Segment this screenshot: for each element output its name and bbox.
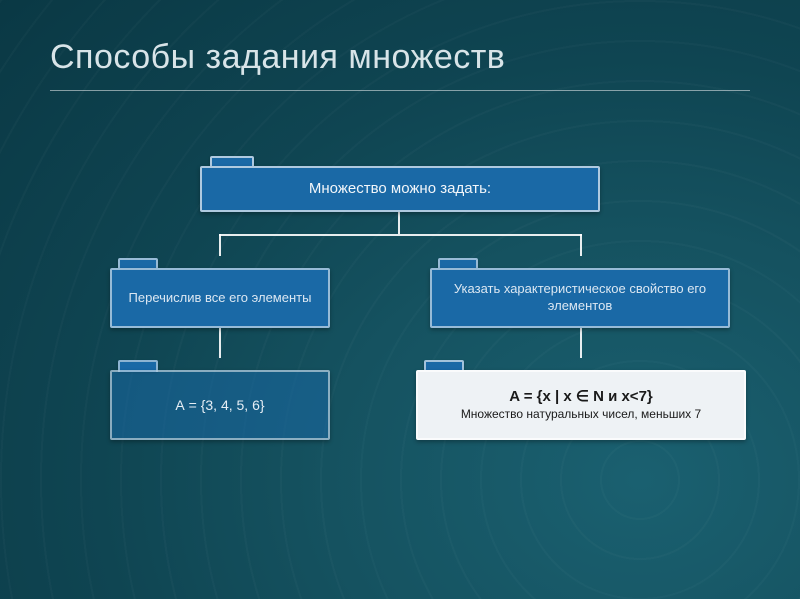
root-node: Множество можно задать: [200, 166, 600, 212]
root-node-text: Множество можно задать: [309, 179, 491, 199]
title-underline [50, 90, 750, 91]
right-mid-node: Указать характеристическое свойство его … [430, 268, 730, 328]
right-leaf-node-sub-text: Множество натуральных чисел, меньших 7 [461, 407, 701, 423]
tree-connector [219, 328, 221, 358]
tree-connector [580, 234, 582, 256]
left-leaf-node-text: А = {3, 4, 5, 6} [175, 396, 264, 414]
slide-content: Способы задания множеств Множество можно… [0, 0, 800, 599]
right-mid-node-text: Указать характеристическое свойство его … [442, 281, 718, 315]
tree-connector [398, 212, 400, 234]
left-leaf-node: А = {3, 4, 5, 6} [110, 370, 330, 440]
tree-connector [219, 234, 582, 236]
right-leaf-node: A = {x | x ∈ N и x<7} Множество натураль… [416, 370, 746, 440]
left-mid-node: Перечислив все его элементы [110, 268, 330, 328]
slide-title: Способы задания множеств [50, 38, 505, 77]
left-mid-node-text: Перечислив все его элементы [129, 290, 312, 307]
tree-connector [219, 234, 221, 256]
right-leaf-node-main-text: A = {x | x ∈ N и x<7} [509, 387, 653, 407]
tree-connector [580, 328, 582, 358]
